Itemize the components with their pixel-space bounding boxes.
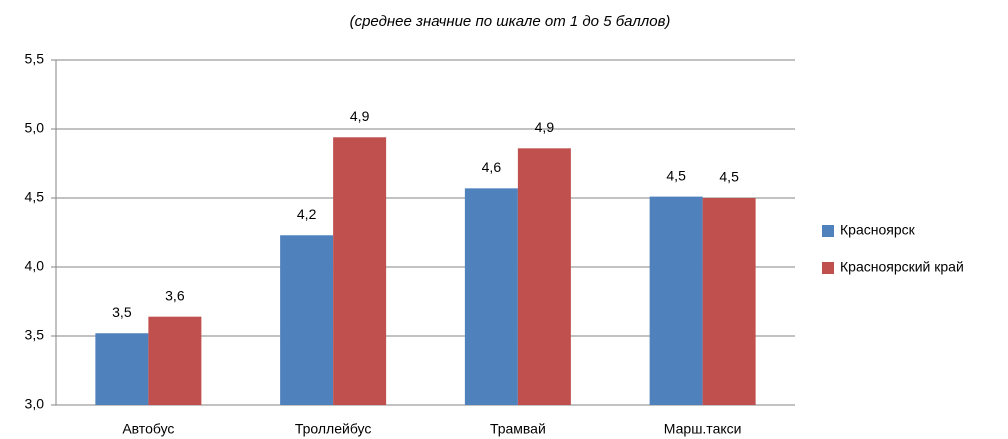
x-tick-label: Автобус [122,421,174,437]
data-label: 3,5 [112,304,132,320]
legend-swatch [822,262,834,274]
data-label: 4,9 [535,119,555,135]
legend-swatch [822,225,834,237]
bar [517,148,571,405]
bar [95,333,149,405]
y-tick-label: 4,0 [25,258,45,274]
y-tick-label: 5,0 [25,120,45,136]
y-tick-label: 5,5 [25,51,45,67]
bar [464,188,518,405]
legend-label: Красноярск [840,222,916,238]
chart-subtitle: (среднее значние по шкале от 1 до 5 балл… [350,13,671,30]
data-label: 4,2 [297,206,317,222]
data-label: 4,5 [666,167,686,183]
y-tick-label: 4,5 [25,189,45,205]
data-label: 3,6 [165,287,185,303]
bar [280,235,334,405]
data-label: 4,5 [719,169,739,185]
data-label: 4,6 [482,159,502,175]
data-label: 4,9 [350,108,370,124]
x-tick-label: Троллейбус [295,421,372,437]
x-tick-label: Трамвай [490,421,546,437]
bar [649,196,703,405]
bar [702,198,756,405]
bar [148,316,202,405]
x-tick-label: Марш.такси [664,421,742,437]
y-tick-label: 3,0 [25,396,45,412]
bar [333,137,387,405]
legend-label: Красноярский край [840,259,964,275]
y-tick-label: 3,5 [25,327,45,343]
